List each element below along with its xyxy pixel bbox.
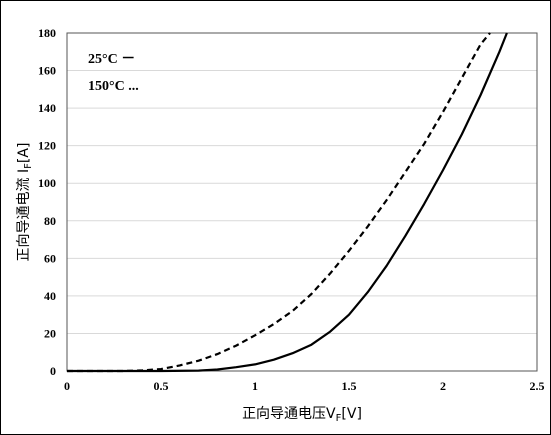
- y-tick-label-9: 180: [38, 26, 56, 40]
- x-tick-label-0: 0: [64, 379, 70, 393]
- x-tick-label-2: 1: [252, 379, 258, 393]
- series-line-0: [67, 32, 508, 373]
- y-tick-label-2: 40: [44, 289, 56, 303]
- grid-lines: [67, 70, 537, 334]
- y-tick-label-7: 140: [38, 101, 56, 115]
- x-tick-label-4: 2: [440, 379, 446, 393]
- y-tick-label-5: 100: [38, 176, 56, 190]
- y-tick-label-8: 160: [38, 64, 56, 78]
- y-tick-label-0: 0: [50, 364, 56, 378]
- y-tick-label-1: 20: [44, 326, 56, 340]
- series-lines: [67, 32, 508, 373]
- x-tick-label-3: 1.5: [342, 379, 357, 393]
- x-axis-title: 正向导通电压VF[V]: [242, 406, 362, 424]
- y-tick-label-3: 60: [44, 251, 56, 265]
- y-tick-labels: 0 20 40 60 80 100 120 140 160 180: [38, 26, 56, 378]
- y-tick-label-6: 120: [38, 139, 56, 153]
- plot-area-border: [66, 32, 538, 372]
- y-tick-label-4: 80: [44, 214, 56, 228]
- x-tick-label-1: 0.5: [154, 379, 169, 393]
- y-axis-title: 正向导通电流 IF[A]: [16, 143, 34, 262]
- x-tick-labels: 0 0.5 1 1.5 2 2.5: [64, 379, 545, 393]
- legend-item-25c: 25°C －: [88, 52, 135, 67]
- series-line-1: [67, 32, 491, 373]
- x-tick-label-5: 2.5: [530, 379, 545, 393]
- legend-item-150c: 150°C ...: [88, 79, 139, 94]
